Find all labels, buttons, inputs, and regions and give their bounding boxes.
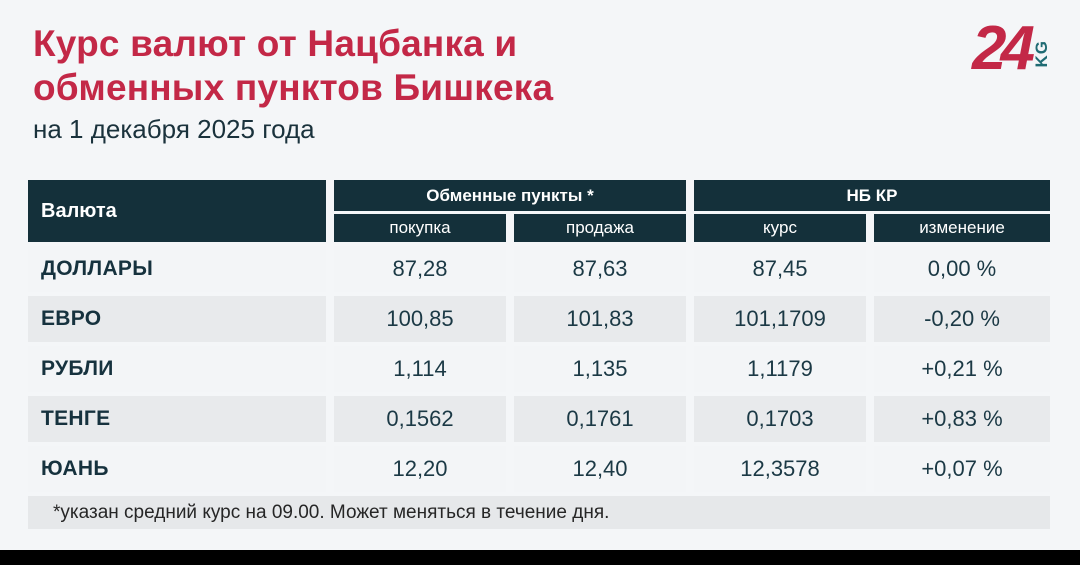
buy-value: 87,28 [334, 246, 506, 292]
date-subtitle: на 1 декабря 2025 года [33, 114, 315, 144]
table-body: ДОЛЛАРЫ 87,28 87,63 87,45 0,00 % ЕВРО 10… [28, 246, 1050, 492]
sell-value: 87,63 [514, 246, 686, 292]
rate-value: 87,45 [694, 246, 866, 292]
currency-name: РУБЛИ [28, 346, 326, 392]
buy-value: 12,20 [334, 446, 506, 492]
rate-value: 1,1179 [694, 346, 866, 392]
header-cell-buy: покупка [334, 214, 506, 242]
buy-value: 1,114 [334, 346, 506, 392]
currency-name: ДОЛЛАРЫ [28, 246, 326, 292]
rates-table: Валюта Обменные пункты * покупка продажа… [28, 180, 1050, 492]
header-cell-nbkr: НБ КР [694, 180, 1050, 211]
buy-value: 0,1562 [334, 396, 506, 442]
rate-value: 101,1709 [694, 296, 866, 342]
table-row-euro: ЕВРО 100,85 101,83 101,1709 -0,20 % [28, 296, 1050, 342]
sell-value: 101,83 [514, 296, 686, 342]
header-cell-exchange-points: Обменные пункты * [334, 180, 686, 211]
header-group-exchange-points: Обменные пункты * покупка продажа [334, 180, 686, 242]
page-title-line2: обменных пунктов Бишкека [33, 67, 554, 108]
table-header: Валюта Обменные пункты * покупка продажа… [28, 180, 1050, 242]
change-value: 0,00 % [874, 246, 1050, 292]
header-cell-change: изменение [874, 214, 1050, 242]
logo-24kg: 24 KG [972, 14, 1052, 84]
sell-value: 12,40 [514, 446, 686, 492]
rate-value: 0,1703 [694, 396, 866, 442]
table-row-tenge: ТЕНГЕ 0,1562 0,1761 0,1703 +0,83 % [28, 396, 1050, 442]
change-value: +0,83 % [874, 396, 1050, 442]
page-title: Курс валют от Нацбанка и обменных пункто… [33, 22, 553, 110]
table-row-rubles: РУБЛИ 1,114 1,135 1,1179 +0,21 % [28, 346, 1050, 392]
rate-value: 12,3578 [694, 446, 866, 492]
logo-kg-label: KG [1032, 40, 1051, 68]
table-row-dollars: ДОЛЛАРЫ 87,28 87,63 87,45 0,00 % [28, 246, 1050, 292]
header-group-nbkr: НБ КР курс изменение [694, 180, 1050, 242]
change-value: +0,21 % [874, 346, 1050, 392]
header-cell-sell: продажа [514, 214, 686, 242]
change-value: -0,20 % [874, 296, 1050, 342]
header-cell-rate: курс [694, 214, 866, 242]
logo-24-icon: 24 [972, 14, 1035, 83]
bottom-bar [0, 550, 1080, 565]
currency-name: ЕВРО [28, 296, 326, 342]
page-title-line1: Курс валют от Нацбанка и [33, 23, 518, 64]
sell-value: 0,1761 [514, 396, 686, 442]
change-value: +0,07 % [874, 446, 1050, 492]
currency-name: ТЕНГЕ [28, 396, 326, 442]
footnote: *указан средний курс на 09.00. Может мен… [28, 496, 1050, 529]
buy-value: 100,85 [334, 296, 506, 342]
header-cell-currency: Валюта [28, 180, 326, 242]
sell-value: 1,135 [514, 346, 686, 392]
currency-name: ЮАНЬ [28, 446, 326, 492]
table-row-yuan: ЮАНЬ 12,20 12,40 12,3578 +0,07 % [28, 446, 1050, 492]
